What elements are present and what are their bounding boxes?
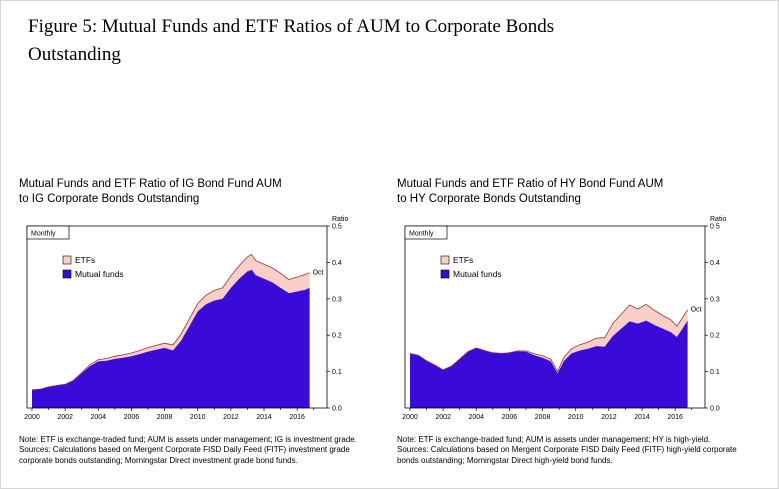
oct-annotation: Oct: [691, 307, 702, 314]
svg-text:Mutual funds: Mutual funds: [453, 269, 502, 279]
y-axis: 0.0 0.1 0.2 0.3 0.4 0.5: [327, 223, 342, 412]
svg-text:2012: 2012: [601, 414, 617, 421]
plot-frame: [404, 225, 706, 409]
svg-text:2006: 2006: [502, 414, 518, 421]
svg-text:0.2: 0.2: [332, 333, 342, 340]
figure-title: Figure 5: Mutual Funds and ETF Ratios of…: [28, 16, 555, 65]
svg-text:2000: 2000: [24, 414, 40, 421]
chart-ig: 0.0 0.1 0.2 0.3 0.4 0.5 Ratio 2000 2002 2004 2006 2…: [17, 212, 371, 434]
chart-panel-hy: Mutual Funds and ETF Ratio of HY Bond Fu…: [395, 177, 761, 466]
svg-text:0.5: 0.5: [332, 223, 342, 230]
svg-text:Mutual funds: Mutual funds: [75, 269, 124, 279]
ratio-label: Ratio: [710, 216, 726, 223]
svg-text:0.4: 0.4: [332, 260, 342, 267]
svg-text:2002: 2002: [435, 414, 451, 421]
chart-notes-hy: Note: ETF is exchange-traded fund; AUM i…: [397, 435, 757, 466]
svg-text:2008: 2008: [157, 414, 173, 421]
x-axis: 2000 2002 2004 2006 2008 2010 2012 2014 2016: [24, 407, 315, 421]
legend: ETFs Mutual funds: [440, 255, 502, 279]
svg-text:2016: 2016: [289, 414, 305, 421]
y-axis: 0.0 0.1 0.2 0.3 0.4 0.5: [705, 223, 720, 412]
charts-row: Mutual Funds and ETF Ratio of IG Bond Fu…: [17, 177, 761, 466]
chart-hy: 0.0 0.1 0.2 0.3 0.4 0.5 Ratio 2000 2002 2004 2006 2…: [395, 212, 749, 434]
svg-text:0.5: 0.5: [710, 223, 720, 230]
svg-text:ETFs: ETFs: [75, 255, 95, 265]
sources-line: Sources: Calculations based on Mergent C…: [397, 445, 737, 465]
oct-annotation: Oct: [313, 269, 324, 276]
svg-text:0.4: 0.4: [710, 260, 720, 267]
legend: ETFs Mutual funds: [62, 255, 124, 279]
area-mutual-funds: [32, 269, 310, 408]
svg-text:2006: 2006: [124, 414, 140, 421]
chart-title-ig: Mutual Funds and ETF Ratio of IG Bond Fu…: [19, 178, 282, 205]
total-line: [31, 253, 310, 391]
svg-text:0.0: 0.0: [332, 405, 342, 412]
svg-text:2002: 2002: [57, 414, 73, 421]
svg-text:2014: 2014: [256, 414, 272, 421]
svg-text:2010: 2010: [568, 414, 584, 421]
svg-text:2000: 2000: [402, 414, 418, 421]
note-line: Note: ETF is exchange-traded fund; AUM i…: [19, 434, 357, 444]
chart-title-hy: Mutual Funds and ETF Ratio of HY Bond Fu…: [397, 178, 664, 205]
chart-panel-ig: Mutual Funds and ETF Ratio of IG Bond Fu…: [17, 177, 383, 466]
svg-text:Monthly: Monthly: [409, 230, 434, 237]
svg-text:2010: 2010: [190, 414, 206, 421]
x-axis: 2000 2002 2004 2006 2008 2010 2012 2014 2016: [402, 407, 693, 421]
note-line: Note: ETF is exchange-traded fund; AUM i…: [397, 434, 711, 444]
svg-text:2012: 2012: [223, 414, 239, 421]
svg-text:ETFs: ETFs: [453, 255, 473, 265]
ratio-label: Ratio: [332, 216, 348, 223]
monthly-label: Monthly: [404, 225, 448, 240]
svg-text:2004: 2004: [90, 414, 106, 421]
area-mutual-funds: [410, 320, 688, 408]
svg-text:Monthly: Monthly: [31, 230, 56, 237]
svg-text:2004: 2004: [468, 414, 484, 421]
svg-text:0.1: 0.1: [710, 369, 720, 376]
svg-text:2014: 2014: [634, 414, 650, 421]
svg-text:0.0: 0.0: [710, 405, 720, 412]
svg-text:2008: 2008: [535, 414, 551, 421]
sources-line: Sources: Calculations based on Mergent C…: [19, 445, 350, 465]
svg-text:0.3: 0.3: [710, 296, 720, 303]
svg-text:0.2: 0.2: [710, 333, 720, 340]
svg-text:2016: 2016: [667, 414, 683, 421]
total-line: [409, 303, 688, 373]
chart-notes-ig: Note: ETF is exchange-traded fund; AUM i…: [19, 435, 379, 466]
svg-text:0.3: 0.3: [332, 296, 342, 303]
svg-text:0.1: 0.1: [332, 369, 342, 376]
plot-frame: [26, 225, 328, 409]
monthly-label: Monthly: [26, 225, 70, 240]
